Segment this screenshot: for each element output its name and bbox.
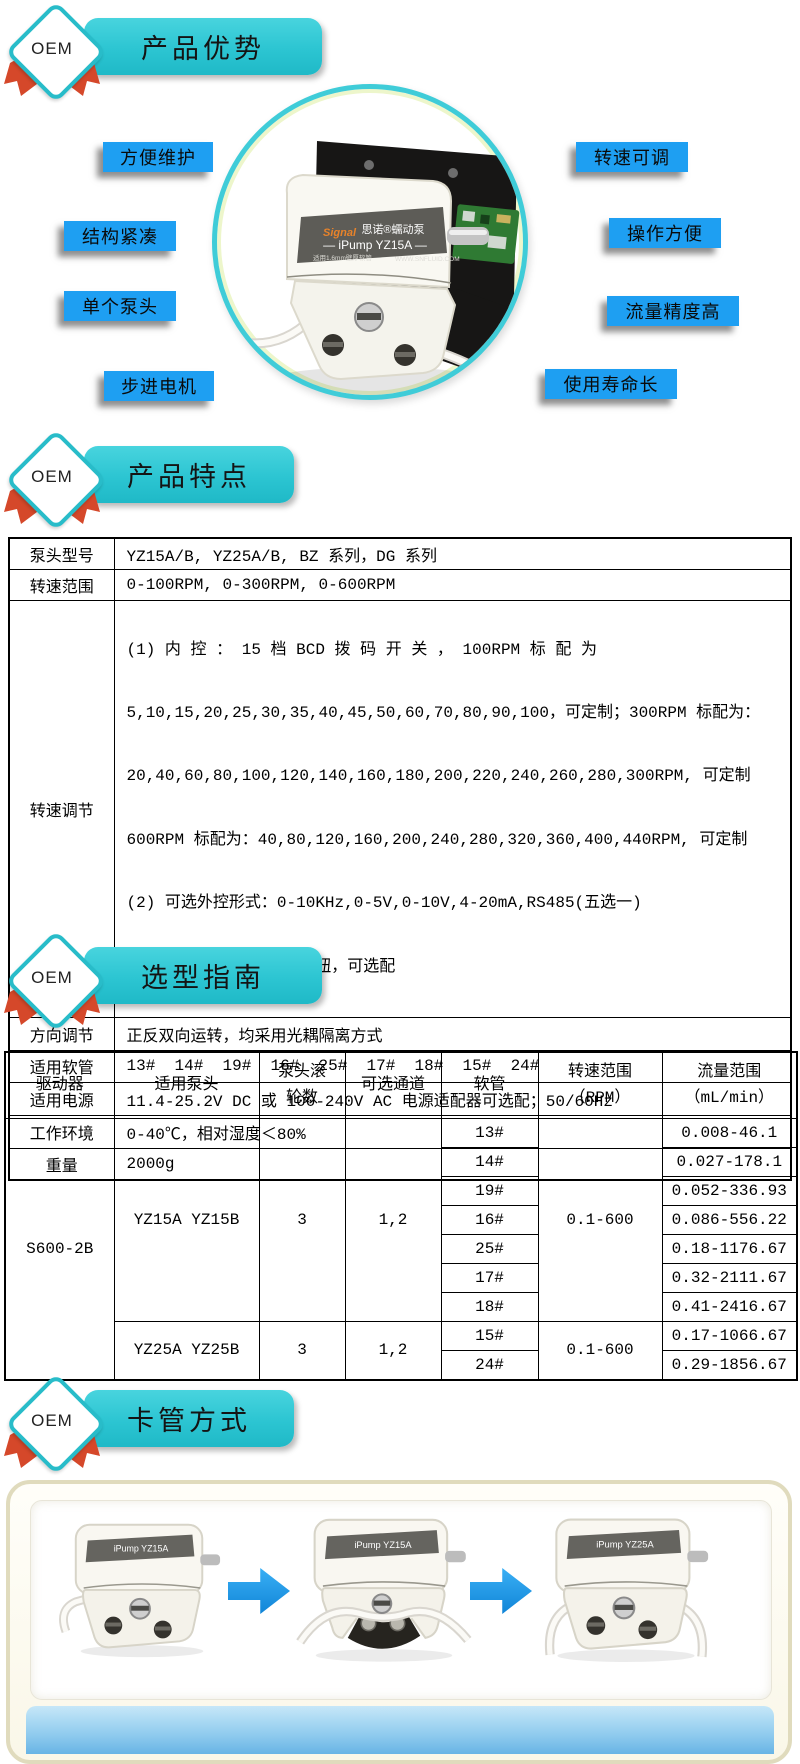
feature-single-pump-head: 单个泵头 xyxy=(64,291,176,321)
cell-pump: YZ25A YZ25B xyxy=(113,1320,260,1380)
product-photo-circle: Signal 思诺®蠕动泵 — iPump YZ15A — 适用1.6mm壁厚软… xyxy=(212,84,528,400)
pump-label: iPump YZ15A xyxy=(114,1543,169,1553)
feature-easy-maintenance: 方便维护 xyxy=(103,142,213,172)
oem-badge-label: OEM xyxy=(31,968,73,987)
table-header-row: 驱动器 适用泵头 泵头滚 轮数 可选通道 软管 转速范围 （RPM） 流量范围 … xyxy=(4,1051,798,1119)
pump-label: iPump YZ15A xyxy=(354,1540,412,1550)
section-tube-clamping-header: 卡管方式 OEM xyxy=(0,1373,800,1480)
section-title: 卡管方式 xyxy=(127,1406,251,1436)
cell-flow: 0.18-1176.67 xyxy=(661,1233,798,1264)
table-row: 14# 0.027-178.1 xyxy=(5,1146,798,1177)
oem-badge-label: OEM xyxy=(31,39,73,58)
speed-adjust-line: 20,40,60,80,100,120,140,160,180,200,220,… xyxy=(126,767,751,786)
speed-adjust-line: (1) 内 控 ： 15 档 BCD 拨 码 开 关 ， 100RPM 标 配 … xyxy=(126,640,597,659)
pump-label: iPump YZ25A xyxy=(596,1540,654,1550)
feature-high-flow-accuracy: 流量精度高 xyxy=(607,296,739,326)
pump-step-2-image: iPump YZ15A xyxy=(296,1518,472,1662)
col-driver: 驱动器 xyxy=(4,1051,115,1119)
cell-flow: 0.027-178.1 xyxy=(661,1146,798,1177)
table-row: 方向调节 正反双向运转，均采用光耦隔离方式 xyxy=(8,1016,792,1051)
cell-pump: YZ15A YZ15B xyxy=(113,1117,260,1322)
col-pump-head: 适用泵头 xyxy=(113,1051,260,1119)
oem-badge: OEM xyxy=(4,1373,107,1478)
section-title: 产品特点 xyxy=(127,462,251,492)
table-row: YZ25A YZ25B 3 1,2 15# 0.1-600 0.17-1066.… xyxy=(5,1320,798,1380)
spec-value: 0-100RPM, 0-300RPM, 0-600RPM xyxy=(113,568,792,601)
section-selection-guide-header: 选型指南 OEM xyxy=(0,930,800,1037)
oem-badge: OEM xyxy=(4,1,107,106)
table-row: 转速范围 0-100RPM, 0-300RPM, 0-600RPM xyxy=(8,568,792,601)
table-row: 泵头型号 YZ15A/B, YZ25A/B, BZ 系列，DG 系列 xyxy=(8,537,792,570)
col-channels: 可选通道 xyxy=(344,1051,442,1119)
spec-label: 转速范围 xyxy=(8,568,115,601)
cell-flow: 0.086-556.22 xyxy=(661,1204,798,1235)
feature-stepper-motor: 步进电机 xyxy=(104,371,214,401)
cell-tube: 14# xyxy=(440,1146,539,1177)
cell-flow: 0.29-1856.67 xyxy=(661,1349,798,1380)
cell-speed: 0.1-600 xyxy=(537,1117,663,1322)
section-title: 选型指南 xyxy=(141,963,265,993)
cell-tube: 19# xyxy=(440,1175,539,1206)
pump-note-text: 适用1.6mm壁厚软管 xyxy=(313,253,372,262)
table-row: 24# 0.29-1856.67 xyxy=(5,1349,798,1380)
col-flow-range: 流量范围 （mL/min） xyxy=(661,1051,798,1119)
cell-rollers: 3 xyxy=(258,1117,346,1322)
feature-long-service-life: 使用寿命长 xyxy=(545,369,677,399)
oem-badge: OEM xyxy=(4,429,107,534)
cell-flow: 0.32-2111.67 xyxy=(661,1262,798,1293)
speed-adjust-line: (2) 可选外控形式：0-10KHz,0-5V,0-10V,4-20mA,RS4… xyxy=(126,894,642,913)
spec-label: 泵头型号 xyxy=(8,537,115,570)
feature-adjustable-speed: 转速可调 xyxy=(576,142,688,172)
selection-table: 驱动器 适用泵头 泵头滚 轮数 可选通道 软管 转速范围 （RPM） 流量范围 … xyxy=(4,1051,798,1381)
cell-tube: 17# xyxy=(440,1262,539,1293)
section-title-banner: 选型指南 xyxy=(84,947,322,1004)
section-title-banner: 卡管方式 xyxy=(84,1390,294,1447)
section-product-advantages-header: 产品优势 OEM xyxy=(0,1,800,108)
cell-rollers: 3 xyxy=(258,1320,346,1380)
col-tube: 软管 xyxy=(440,1051,539,1119)
cell-speed: 0.1-600 xyxy=(537,1320,663,1380)
pump-site-text: WWW.SNFLUID.COM xyxy=(395,256,460,263)
table-row: 25# 0.18-1176.67 xyxy=(5,1233,798,1264)
table-row: 19# 0.052-336.93 xyxy=(5,1175,798,1206)
cell-tube: 13# xyxy=(440,1117,539,1148)
spec-value: 正反双向运转，均采用光耦隔离方式 xyxy=(113,1016,792,1051)
cell-driver: S600-2B xyxy=(4,1117,115,1380)
cell-flow: 0.41-2416.67 xyxy=(661,1291,798,1322)
pump-step-3-image: iPump YZ25A xyxy=(544,1518,709,1662)
cell-tube: 18# xyxy=(440,1291,539,1322)
cell-tube: 25# xyxy=(440,1233,539,1264)
pump-brand-sub-text: 思诺®蠕动泵 xyxy=(361,223,424,236)
oem-badge-label: OEM xyxy=(31,1411,73,1430)
col-rollers: 泵头滚 轮数 xyxy=(258,1051,346,1119)
cell-flow: 0.008-46.1 xyxy=(661,1117,798,1148)
cell-tube: 24# xyxy=(440,1349,539,1380)
table-row: 16# 0.086-556.22 xyxy=(5,1204,798,1235)
pump-model-text: — iPump YZ15A — xyxy=(323,238,427,252)
section-title-banner: 产品特点 xyxy=(84,446,294,503)
speed-adjust-line: 600RPM 标配为：40,80,120,160,200,240,280,320… xyxy=(126,830,748,849)
pump-brand-text: Signal xyxy=(323,227,357,239)
cell-channels: 1,2 xyxy=(344,1117,442,1322)
feature-easy-operation: 操作方便 xyxy=(609,218,721,248)
section-title-banner: 产品优势 xyxy=(84,18,322,75)
table-row: S600-2B YZ15A YZ15B 3 1,2 13# 0.1-600 0.… xyxy=(4,1117,798,1380)
pump-step-1-image: iPump YZ15A xyxy=(59,1523,221,1658)
cell-tube: 16# xyxy=(440,1204,539,1235)
pump-photo: Signal 思诺®蠕动泵 — iPump YZ15A — 适用1.6mm壁厚软… xyxy=(233,141,523,395)
section-title: 产品优势 xyxy=(141,34,265,64)
cell-flow: 0.052-336.93 xyxy=(661,1175,798,1206)
section-product-features-header: 产品特点 OEM xyxy=(0,429,800,536)
oem-badge: OEM xyxy=(4,930,107,1035)
cell-channels: 1,2 xyxy=(344,1320,442,1380)
bottom-blue-strip xyxy=(26,1706,774,1754)
cell-tube: 15# xyxy=(440,1320,539,1351)
oem-badge-label: OEM xyxy=(31,467,73,486)
spec-value: YZ15A/B, YZ25A/B, BZ 系列，DG 系列 xyxy=(113,537,792,570)
col-speed-range: 转速范围 （RPM） xyxy=(537,1051,663,1119)
speed-adjust-line: 5,10,15,20,25,30,35,40,45,50,60,70,80,90… xyxy=(126,703,761,722)
cell-flow: 0.17-1066.67 xyxy=(661,1320,798,1351)
feature-compact-structure: 结构紧凑 xyxy=(64,221,176,251)
